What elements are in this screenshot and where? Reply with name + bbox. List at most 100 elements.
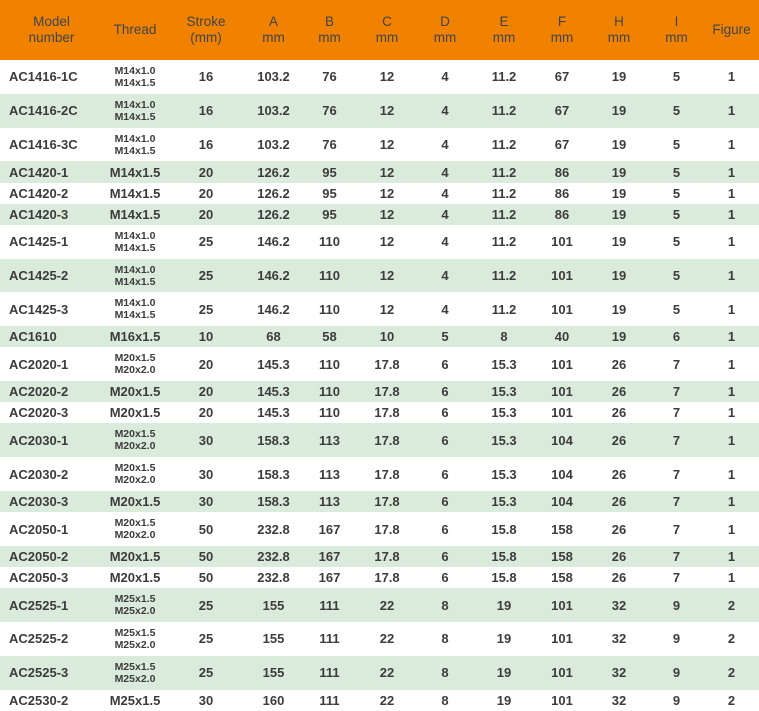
cell-figure: 1 [704, 381, 759, 403]
cell-d: 6 [417, 381, 473, 403]
cell-c: 17.8 [357, 567, 417, 589]
cell-stroke: 50 [167, 546, 245, 568]
cell-figure: 1 [704, 423, 759, 458]
column-header-line: Stroke [186, 14, 226, 29]
cell-figure: 1 [704, 224, 759, 259]
column-header-line: A [268, 14, 278, 29]
thread-value: M25x1.5 [114, 626, 156, 639]
cell-model: AC2030-2 [0, 457, 103, 492]
cell-figure: 2 [704, 655, 759, 690]
cell-thread: M14x1.0 M14x1.5 [103, 93, 167, 128]
cell-figure: 1 [704, 60, 759, 94]
cell-c: 12 [357, 93, 417, 128]
cell-b: 111 [302, 622, 357, 656]
cell-b: 58 [302, 326, 357, 348]
cell-b: 113 [302, 491, 357, 513]
cell-f: 101 [535, 292, 589, 327]
table-row: AC2050-1 M20x1.5 M20x2.0 50 232.8 167 17.8 6 15.… [0, 512, 759, 546]
cell-h: 19 [589, 93, 649, 128]
column-header-figure: Figure [704, 0, 759, 60]
thread-value: M20x1.5 [109, 405, 161, 421]
cell-i: 7 [649, 546, 704, 568]
cell-i: 6 [649, 326, 704, 348]
cell-model: AC1416-2C [0, 93, 103, 128]
cell-i: 5 [649, 127, 704, 162]
cell-model: AC1425-3 [0, 292, 103, 327]
cell-i: 9 [649, 622, 704, 656]
column-header-line: (mm) [190, 30, 222, 45]
thread-value: M20x1.5 [114, 517, 156, 530]
cell-e: 11.2 [473, 258, 535, 293]
cell-d: 6 [417, 491, 473, 513]
cell-thread: M25x1.5 M25x2.0 [103, 622, 167, 656]
cell-f: 86 [535, 161, 589, 183]
cell-stroke: 20 [167, 381, 245, 403]
cell-d: 6 [417, 402, 473, 424]
thread-value: M20x1.5 [109, 549, 161, 565]
cell-figure: 1 [704, 182, 759, 204]
cell-d: 4 [417, 182, 473, 204]
cell-a: 126.2 [245, 161, 302, 183]
cell-b: 110 [302, 258, 357, 293]
column-header-line: mm [318, 30, 341, 45]
table-row: AC2530-2 M25x1.5 30 160 111 22 8 19 101 32 9 2 [0, 689, 759, 711]
cell-i: 9 [649, 689, 704, 711]
thread-value: M20x1.5 [109, 384, 161, 400]
cell-f: 104 [535, 491, 589, 513]
cell-thread: M25x1.5 M25x2.0 [103, 655, 167, 690]
cell-c: 12 [357, 258, 417, 293]
cell-a: 103.2 [245, 60, 302, 94]
cell-c: 22 [357, 655, 417, 690]
thread-value: M20x1.5 [109, 570, 161, 586]
thread-value: M14x1.5 [114, 309, 156, 322]
cell-h: 19 [589, 203, 649, 225]
cell-stroke: 30 [167, 457, 245, 492]
thread-value: M14x1.0 [114, 263, 156, 276]
cell-model: AC1425-1 [0, 224, 103, 259]
cell-d: 4 [417, 203, 473, 225]
cell-a: 155 [245, 655, 302, 690]
cell-e: 19 [473, 655, 535, 690]
cell-thread: M20x1.5 [103, 491, 167, 513]
cell-d: 8 [417, 689, 473, 711]
cell-c: 12 [357, 127, 417, 162]
column-header-line: F [557, 14, 567, 29]
cell-e: 11.2 [473, 203, 535, 225]
cell-i: 7 [649, 567, 704, 589]
cell-b: 110 [302, 224, 357, 259]
cell-e: 19 [473, 588, 535, 623]
cell-d: 6 [417, 347, 473, 382]
cell-thread: M14x1.0 M14x1.5 [103, 224, 167, 259]
cell-b: 111 [302, 588, 357, 623]
cell-f: 101 [535, 689, 589, 711]
cell-e: 15.3 [473, 347, 535, 382]
cell-c: 17.8 [357, 491, 417, 513]
thread-value: M14x1.5 [114, 275, 156, 288]
cell-d: 6 [417, 457, 473, 492]
cell-a: 146.2 [245, 224, 302, 259]
cell-e: 11.2 [473, 292, 535, 327]
cell-stroke: 30 [167, 423, 245, 458]
cell-b: 110 [302, 381, 357, 403]
cell-d: 8 [417, 622, 473, 656]
thread-value: M25x2.0 [114, 638, 156, 651]
cell-d: 6 [417, 546, 473, 568]
table-row: AC2030-3 M20x1.5 30 158.3 113 17.8 6 15.3 104 26 7… [0, 491, 759, 513]
cell-f: 158 [535, 546, 589, 568]
cell-b: 113 [302, 457, 357, 492]
cell-e: 15.3 [473, 402, 535, 424]
cell-b: 76 [302, 93, 357, 128]
cell-model: AC2525-1 [0, 588, 103, 623]
cell-thread: M20x1.5 M20x2.0 [103, 423, 167, 458]
cell-e: 11.2 [473, 93, 535, 128]
cell-e: 11.2 [473, 60, 535, 94]
cell-c: 12 [357, 161, 417, 183]
cell-stroke: 25 [167, 655, 245, 690]
table-row: AC1420-2 M14x1.5 20 126.2 95 12 4 11.2 86 19 5 1 [0, 182, 759, 204]
cell-model: AC1420-3 [0, 203, 103, 225]
cell-figure: 1 [704, 93, 759, 128]
cell-a: 232.8 [245, 567, 302, 589]
